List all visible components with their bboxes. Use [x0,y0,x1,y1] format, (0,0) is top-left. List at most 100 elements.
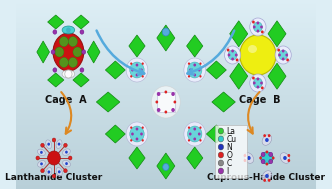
Circle shape [140,132,143,136]
Circle shape [288,159,290,162]
Circle shape [218,160,223,166]
Circle shape [253,26,256,29]
Ellipse shape [46,140,52,149]
Circle shape [184,122,206,146]
Polygon shape [73,15,89,29]
Text: Cuprous-Halide Cluster: Cuprous-Halide Cluster [207,173,325,182]
FancyBboxPatch shape [215,125,247,177]
Ellipse shape [46,168,52,176]
Circle shape [40,151,43,154]
Circle shape [131,132,134,136]
Circle shape [277,49,280,52]
Circle shape [189,68,192,71]
Circle shape [142,62,144,65]
Circle shape [140,68,143,71]
Circle shape [58,143,60,146]
Ellipse shape [262,135,272,145]
Circle shape [188,75,190,77]
Polygon shape [129,147,145,169]
Circle shape [136,74,138,77]
Circle shape [247,156,251,160]
Circle shape [266,163,268,166]
Circle shape [126,122,148,146]
Circle shape [200,62,202,65]
Circle shape [188,126,190,129]
Circle shape [282,50,285,53]
Circle shape [136,64,138,67]
Circle shape [200,75,202,77]
Text: La: La [226,126,235,136]
Ellipse shape [68,57,77,67]
Polygon shape [73,73,89,87]
Circle shape [257,29,259,33]
Circle shape [218,168,223,174]
Circle shape [269,159,273,164]
Circle shape [260,81,263,84]
Ellipse shape [62,149,70,155]
Circle shape [200,139,202,142]
Circle shape [142,139,144,142]
Circle shape [269,152,273,157]
Circle shape [244,154,246,157]
Circle shape [52,174,56,178]
Circle shape [261,86,264,89]
Circle shape [236,58,238,61]
Circle shape [218,152,223,158]
Circle shape [188,62,190,65]
Ellipse shape [38,161,45,167]
Circle shape [82,50,86,54]
Circle shape [126,58,148,82]
Text: Lanthanide Cluster: Lanthanide Cluster [5,173,103,182]
Circle shape [282,57,285,60]
Text: I: I [226,167,228,176]
Ellipse shape [68,37,77,47]
Circle shape [41,143,44,147]
Circle shape [268,134,271,137]
Text: N: N [226,143,232,152]
Circle shape [286,58,289,61]
Circle shape [268,179,271,182]
Circle shape [189,132,192,136]
Circle shape [171,108,175,112]
Circle shape [253,22,262,32]
Circle shape [231,50,234,53]
Circle shape [51,50,55,54]
Circle shape [53,68,57,72]
Ellipse shape [53,33,84,71]
Text: Cage  B: Cage B [239,95,281,105]
Circle shape [200,126,202,129]
Polygon shape [268,63,286,89]
Circle shape [48,151,60,165]
Circle shape [198,132,201,136]
Circle shape [250,74,266,92]
Circle shape [283,156,287,160]
Polygon shape [157,153,175,179]
Polygon shape [48,73,64,87]
Circle shape [193,64,196,67]
Circle shape [68,156,72,160]
Ellipse shape [73,47,82,57]
Circle shape [261,159,265,164]
Circle shape [80,30,84,34]
Ellipse shape [248,45,257,53]
Circle shape [47,143,50,146]
Circle shape [266,150,268,153]
Circle shape [130,62,144,78]
Ellipse shape [55,47,64,57]
Text: Cage  A: Cage A [45,95,87,105]
Circle shape [163,163,169,170]
Circle shape [252,21,255,24]
Polygon shape [212,92,235,112]
Circle shape [66,28,70,32]
Circle shape [193,74,196,77]
Circle shape [162,28,169,36]
Circle shape [259,156,262,160]
Circle shape [253,78,262,88]
Ellipse shape [56,140,62,148]
Circle shape [263,179,266,182]
Circle shape [265,174,269,178]
Circle shape [193,138,196,140]
Circle shape [218,136,223,142]
Polygon shape [105,61,125,79]
Circle shape [40,162,43,165]
